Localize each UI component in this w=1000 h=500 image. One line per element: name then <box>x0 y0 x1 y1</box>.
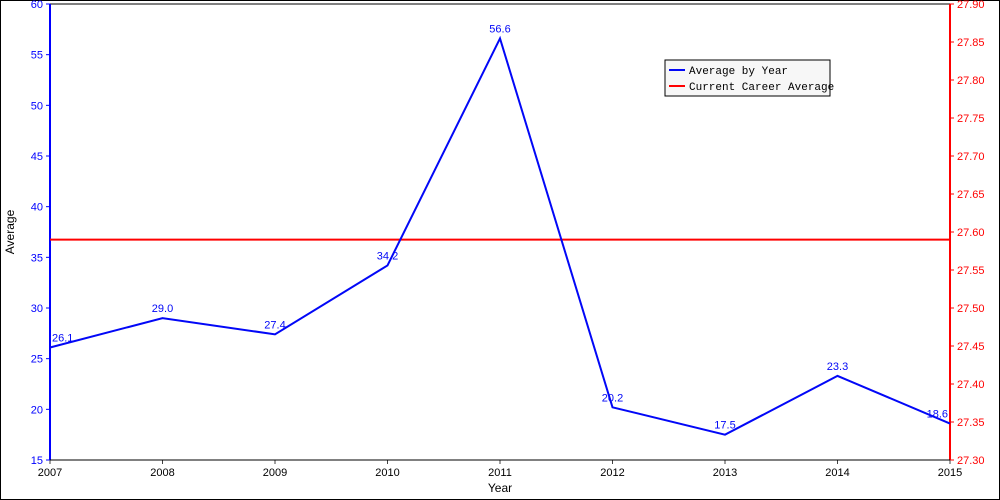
yaxis-right-tick-label: 27.85 <box>957 37 985 49</box>
legend-label: Average by Year <box>689 66 788 78</box>
xaxis-tick-label: 2007 <box>38 467 62 479</box>
yaxis-right-tick-label: 27.30 <box>957 455 985 467</box>
data-point-label: 18.6 <box>927 409 948 421</box>
xaxis-tick-label: 2008 <box>150 467 174 479</box>
yaxis-left-tick-label: 30 <box>31 303 43 315</box>
yaxis-left-tick-label: 40 <box>31 202 43 214</box>
line-chart: 15 20 25 30 35 40 45 50 55 60 Average 27.30 27.35 27.… <box>0 0 1000 500</box>
yaxis-right-tick-label: 27.80 <box>957 75 985 87</box>
yaxis-left-tick-label: 45 <box>31 151 43 163</box>
data-point-label: 29.0 <box>152 303 173 315</box>
yaxis-left-tick-label: 55 <box>31 50 43 62</box>
yaxis-right-tick-label: 27.50 <box>957 303 985 315</box>
data-point-label: 20.2 <box>602 392 623 404</box>
yaxis-right-tick-label: 27.75 <box>957 113 985 125</box>
yaxis-right-tick-label: 27.90 <box>957 0 985 11</box>
xaxis-tick-label: 2011 <box>488 467 512 479</box>
yaxis-right-tick-label: 27.65 <box>957 189 985 201</box>
xaxis-tick-label: 2009 <box>263 467 287 479</box>
yaxis-right-tick-label: 27.70 <box>957 151 985 163</box>
yaxis-right-tick-label: 27.35 <box>957 417 985 429</box>
xaxis-label: Year <box>488 481 512 495</box>
data-point-label: 17.5 <box>714 420 735 432</box>
yaxis-right-tick-label: 27.60 <box>957 227 985 239</box>
yaxis-right-tick-label: 27.45 <box>957 341 985 353</box>
data-point-label: 23.3 <box>827 361 848 373</box>
yaxis-left-tick-label: 15 <box>31 455 43 467</box>
legend-label: Current Career Average <box>689 82 834 94</box>
yaxis-right-tick-label: 27.40 <box>957 379 985 391</box>
xaxis-tick-label: 2012 <box>600 467 624 479</box>
yaxis-left-tick-label: 20 <box>31 404 43 416</box>
xaxis-tick-label: 2013 <box>713 467 737 479</box>
xaxis-tick-label: 2010 <box>375 467 399 479</box>
data-point-label: 56.6 <box>489 23 510 35</box>
data-point-label: 34.2 <box>377 250 398 262</box>
yaxis-left-tick-label: 25 <box>31 354 43 366</box>
chart-container: 15 20 25 30 35 40 45 50 55 60 Average 27.30 27.35 27.… <box>0 0 1000 500</box>
xaxis-tick-label: 2015 <box>938 467 962 479</box>
yaxis-right-tick-label: 27.55 <box>957 265 985 277</box>
data-point-label: 26.1 <box>52 333 73 345</box>
yaxis-left-tick-label: 35 <box>31 252 43 264</box>
yaxis-left-tick-label: 60 <box>31 0 43 11</box>
data-point-label: 27.4 <box>264 319 285 331</box>
yaxis-left-tick-label: 50 <box>31 100 43 112</box>
outer-frame <box>1 1 1000 500</box>
yaxis-left-label: Average <box>3 209 17 254</box>
xaxis-tick-label: 2014 <box>825 467 849 479</box>
